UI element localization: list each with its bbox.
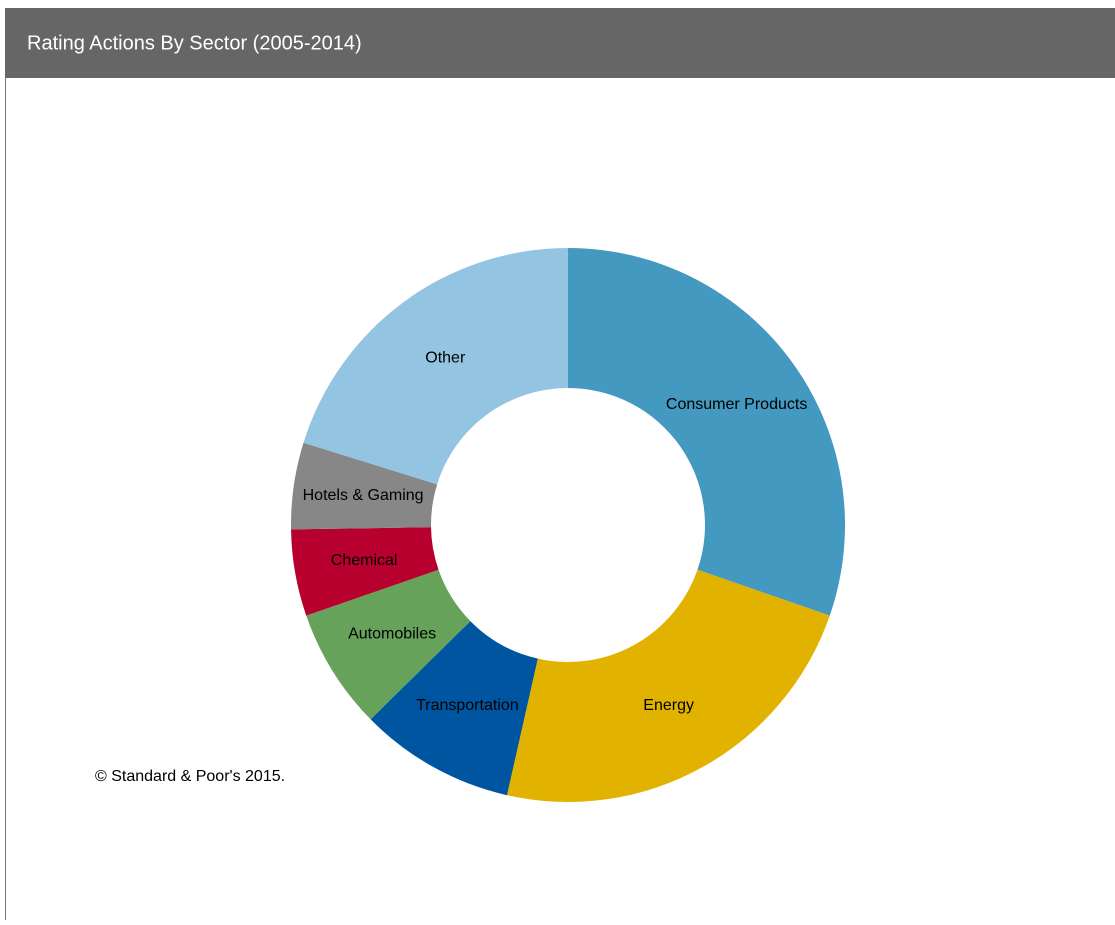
slice-label: Other	[425, 350, 466, 367]
header-bar	[5, 8, 1115, 78]
slice-label: Transportation	[416, 697, 519, 714]
slice-label: Consumer Products	[666, 396, 807, 413]
chart-title: Rating Actions By Sector (2005-2014)	[27, 32, 362, 54]
slice-label: Hotels & Gaming	[303, 487, 424, 504]
donut-slice	[370, 621, 538, 796]
donut-slice	[568, 248, 845, 616]
source-note: © Standard & Poor's 2015.	[95, 768, 285, 785]
donut-slice	[291, 442, 438, 530]
slice-label: Chemical	[331, 552, 398, 569]
donut-slice	[291, 527, 439, 616]
donut-slice	[306, 569, 471, 720]
donut-slice	[506, 569, 830, 802]
donut-slice	[303, 248, 568, 485]
slice-label: Automobiles	[348, 625, 436, 642]
slice-label: Energy	[643, 697, 694, 714]
